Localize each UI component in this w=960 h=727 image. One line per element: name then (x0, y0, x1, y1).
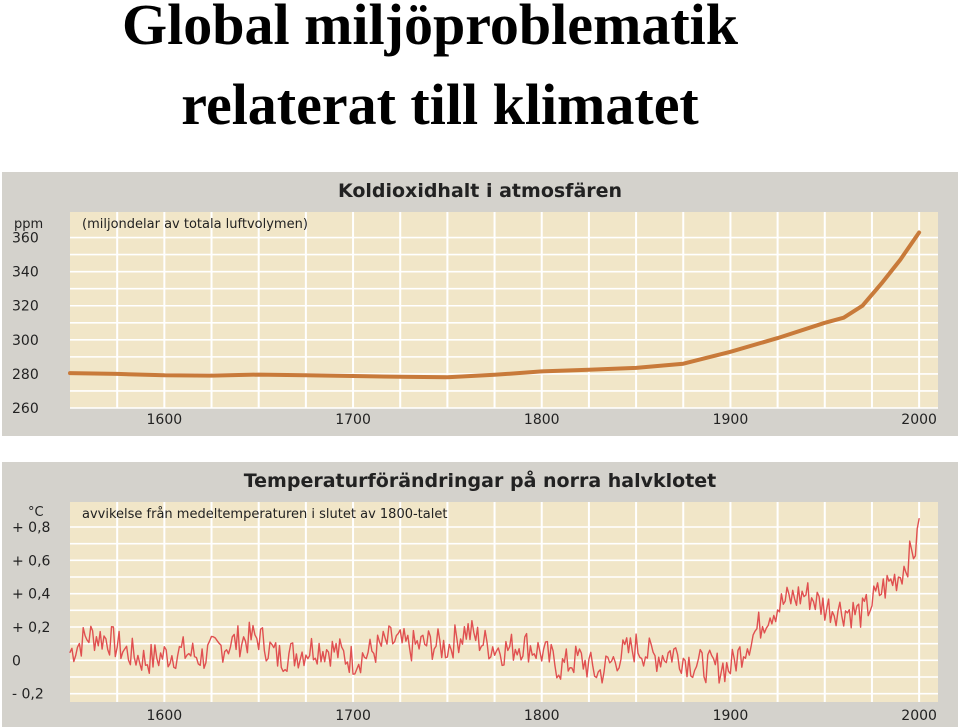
temperature-chart-panel: Temperaturförändringar på norra halvklot… (2, 462, 958, 727)
x-tick-label: 1700 (335, 412, 371, 428)
x-tick-label: 1900 (713, 412, 749, 428)
x-tick-label: 1800 (524, 412, 560, 428)
y-tick-label: 0 (12, 653, 21, 669)
x-tick-label: 1600 (147, 412, 183, 428)
temperature-series-line (69, 518, 920, 684)
y-tick-label: + 0,8 (12, 520, 50, 536)
x-tick-label: 2000 (901, 708, 937, 724)
y-tick-label: 360 (12, 231, 39, 247)
co2-chart-panel: Koldioxidhalt i atmosfären (miljondelar a… (2, 172, 958, 436)
co2-series-line (68, 230, 922, 380)
y-tick-label: + 0,2 (12, 620, 50, 636)
y-tick-label: - 0,2 (12, 687, 44, 703)
y-tick-label: 340 (12, 265, 39, 281)
co2-chart: Koldioxidhalt i atmosfären (miljondelar a… (12, 180, 938, 428)
y-axis-unit-label: °C (28, 505, 44, 520)
y-axis-unit-label: ppm (14, 217, 43, 232)
y-tick-label: 260 (12, 401, 39, 417)
plot-area (70, 502, 938, 702)
x-tick-label: 1800 (524, 708, 560, 724)
x-tick-label: 1900 (713, 708, 749, 724)
chart-title: Temperaturförändringar på norra halvklot… (244, 468, 717, 492)
y-tick-label: + 0,4 (12, 587, 51, 603)
plot-area (70, 212, 938, 408)
y-tick-label: 300 (12, 333, 39, 349)
chart-title: Koldioxidhalt i atmosfären (338, 180, 622, 202)
x-tick-label: 2000 (901, 412, 937, 428)
slide-title-line-1: Global miljöproblematik (121, 0, 739, 57)
y-tick-label: + 0,6 (12, 553, 51, 569)
chart-subtitle: (miljondelar av totala luftvolymen) (82, 217, 308, 232)
y-tick-label: 320 (12, 299, 39, 315)
y-tick-label: 280 (12, 367, 39, 383)
slide-title-line-2: relaterat till klimatet (181, 72, 699, 137)
x-tick-label: 1700 (335, 708, 371, 724)
chart-subtitle: avvikelse från medeltemperaturen i slute… (82, 507, 447, 522)
x-tick-label: 1600 (147, 708, 183, 724)
temperature-chart: Temperaturförändringar på norra halvklot… (12, 468, 938, 724)
